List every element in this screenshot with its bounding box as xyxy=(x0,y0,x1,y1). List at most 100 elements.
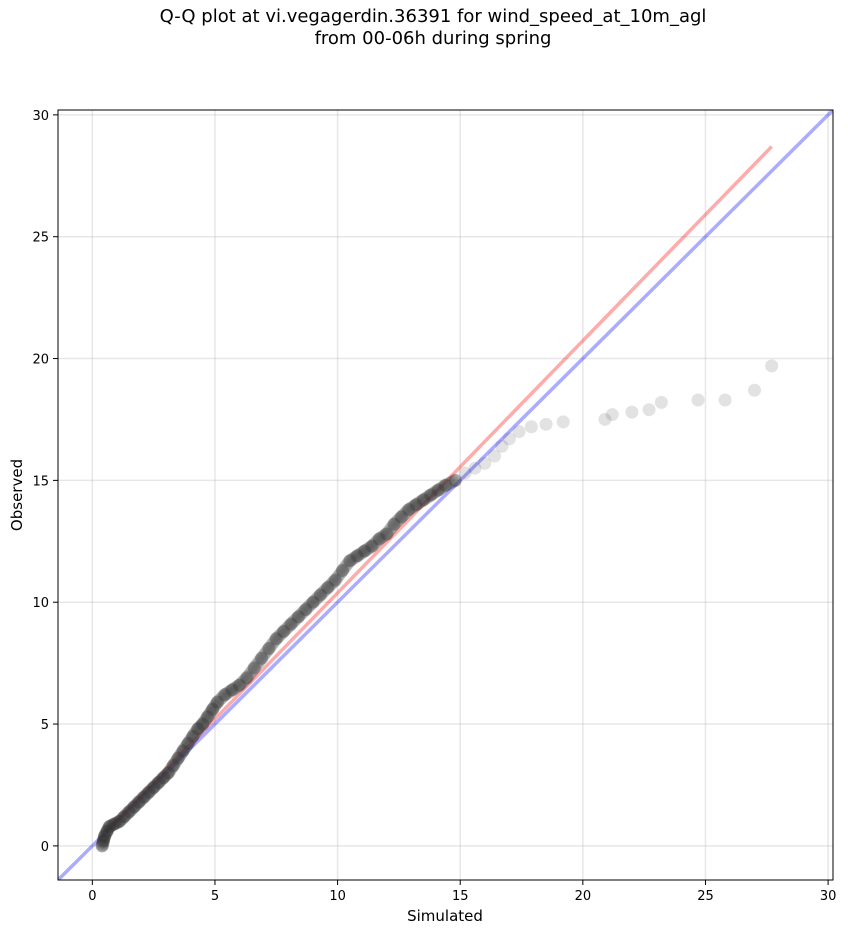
data-point-filler xyxy=(106,818,120,832)
data-point-filler xyxy=(302,599,316,613)
data-point xyxy=(269,632,283,646)
data-point xyxy=(502,432,516,446)
data-point-filler xyxy=(213,693,227,707)
data-point-filler xyxy=(442,477,456,491)
data-point-filler xyxy=(382,524,396,538)
data-point-filler xyxy=(367,537,381,551)
data-point xyxy=(625,405,639,419)
data-point-filler xyxy=(156,771,170,785)
data-point-filler xyxy=(174,746,188,760)
data-point xyxy=(112,815,126,829)
data-point xyxy=(512,425,526,439)
data-point-filler xyxy=(369,536,383,550)
data-point xyxy=(431,483,445,497)
data-point-filler xyxy=(107,817,121,831)
data-point-filler xyxy=(160,767,174,781)
data-point-filler xyxy=(146,781,160,795)
data-point-filler xyxy=(111,815,125,829)
data-point xyxy=(103,819,117,833)
data-point xyxy=(350,549,364,563)
data-point-filler xyxy=(378,528,392,542)
x-tick-label: 25 xyxy=(697,889,714,904)
data-point-filler xyxy=(252,655,266,669)
data-point-filler xyxy=(419,491,433,505)
data-point-filler xyxy=(116,811,130,825)
data-point-filler xyxy=(184,732,198,746)
data-point-filler xyxy=(437,479,451,493)
data-point-filler xyxy=(332,568,346,582)
data-point-filler xyxy=(141,786,155,800)
data-point-filler xyxy=(293,609,307,623)
data-point-filler xyxy=(185,730,199,744)
x-tick-label: 30 xyxy=(820,889,837,904)
data-point xyxy=(127,800,141,814)
data-point-filler xyxy=(312,589,326,603)
data-point-filler xyxy=(183,734,197,748)
data-point-filler xyxy=(257,648,271,662)
data-point-filler xyxy=(248,659,262,673)
data-point xyxy=(196,717,210,731)
data-point-filler xyxy=(307,594,321,608)
data-point-filler xyxy=(197,716,211,730)
data-point xyxy=(468,461,482,475)
data-point-filler xyxy=(119,808,133,822)
plot-frame xyxy=(57,109,834,881)
data-point-filler xyxy=(396,509,410,523)
data-point xyxy=(448,473,462,487)
data-point-filler xyxy=(194,719,208,733)
data-point-filler xyxy=(423,489,437,503)
data-point-filler xyxy=(296,605,310,619)
data-point-filler xyxy=(183,733,197,747)
data-point-filler xyxy=(143,784,157,798)
data-point-filler xyxy=(342,555,356,569)
data-point-filler xyxy=(100,825,114,839)
data-point-filler xyxy=(102,820,116,834)
data-point xyxy=(142,785,156,799)
data-point-filler xyxy=(339,559,353,573)
data-point-filler xyxy=(251,656,265,670)
data-point xyxy=(539,417,553,431)
y-axis-label: Observed xyxy=(8,459,26,531)
data-point-filler xyxy=(110,816,124,830)
data-point-filler xyxy=(362,541,376,555)
data-point-filler xyxy=(188,727,202,741)
data-point-filler xyxy=(96,837,110,851)
data-point-filler xyxy=(203,706,217,720)
chart-title: Q-Q plot at vi.vegagerdin.36391 for wind… xyxy=(0,6,848,50)
data-point-filler xyxy=(105,818,119,832)
data-point-filler xyxy=(101,823,115,837)
data-point-filler xyxy=(97,831,111,845)
data-point xyxy=(98,829,112,843)
data-point-filler xyxy=(149,778,163,792)
data-point xyxy=(424,488,438,502)
data-point-filler xyxy=(245,664,259,678)
x-tick-label: 0 xyxy=(88,889,96,904)
data-point xyxy=(458,466,472,480)
data-point-filler xyxy=(334,565,348,579)
data-point-filler xyxy=(278,623,292,637)
data-point-filler xyxy=(143,784,157,798)
data-point-filler xyxy=(152,775,166,789)
data-point xyxy=(255,651,269,665)
data-point-filler xyxy=(349,550,363,564)
data-point-filler xyxy=(407,499,421,513)
data-point-filler xyxy=(190,723,204,737)
data-point-filler xyxy=(432,482,446,496)
data-point xyxy=(328,573,342,587)
data-point xyxy=(240,671,254,685)
data-point-filler xyxy=(415,494,429,508)
data-point-filler xyxy=(235,676,249,690)
data-point xyxy=(147,780,161,794)
data-point xyxy=(176,744,190,758)
data-point-filler xyxy=(128,799,142,813)
data-point-filler xyxy=(263,640,277,654)
data-point-filler xyxy=(165,760,179,774)
data-point xyxy=(95,839,109,853)
data-point-filler xyxy=(99,826,113,840)
data-point-filler xyxy=(259,645,273,659)
data-point-filler xyxy=(129,797,143,811)
data-point-filler xyxy=(192,720,206,734)
data-point-filler xyxy=(305,596,319,610)
data-point-filler xyxy=(361,542,375,556)
y-tick-label: 10 xyxy=(32,596,49,611)
